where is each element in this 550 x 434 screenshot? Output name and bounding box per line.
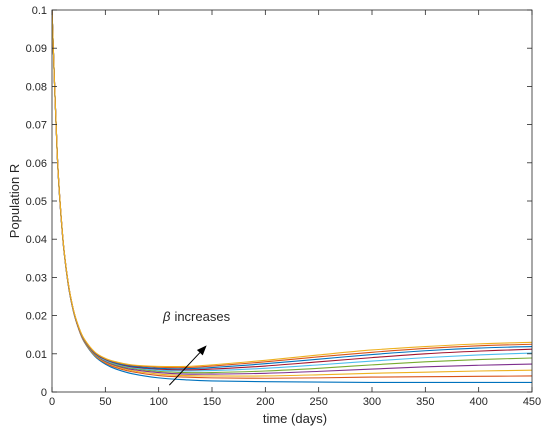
x-tick-label: 350 [416, 396, 434, 408]
x-tick-label: 450 [523, 396, 541, 408]
x-tick-label: 200 [256, 396, 274, 408]
x-axis-label: time (days) [263, 411, 327, 426]
y-tick-label: 0.03 [26, 272, 47, 284]
plot-area [52, 10, 532, 392]
series-lines [52, 10, 532, 384]
y-tick-label: 0 [41, 387, 47, 399]
tick-labels: 0 50 100 150 200 250 300 350 400 450 0 0.01 0.02 0.03… [26, 5, 542, 408]
annotation-label: β increases [162, 309, 231, 324]
x-tick-label: 250 [309, 396, 327, 408]
series-group [52, 10, 532, 384]
y-axis-label: Population R [7, 164, 22, 238]
y-tick-label: 0.08 [26, 81, 47, 93]
annotation-arrow-head [196, 345, 207, 356]
y-tick-label: 0.02 [26, 311, 47, 323]
x-tick-label: 300 [363, 396, 381, 408]
y-tick-label: 0.01 [26, 349, 47, 361]
y-tick-label: 0.1 [32, 5, 47, 17]
x-tick-label: 150 [203, 396, 221, 408]
beta-increases-annotation: β increases [162, 309, 231, 386]
x-tick-label: 50 [99, 396, 111, 408]
y-tick-label: 0.07 [26, 120, 47, 132]
x-tick-label: 400 [469, 396, 487, 408]
annotation-symbol: β [162, 309, 171, 324]
annotation-text: increases [174, 309, 230, 324]
y-tick-label: 0.09 [26, 43, 47, 55]
x-tick-label: 0 [49, 396, 55, 408]
y-tick-label: 0.06 [26, 158, 47, 170]
x-tick-label: 100 [149, 396, 167, 408]
plot-background [52, 10, 532, 392]
y-tick-label: 0.04 [26, 234, 47, 246]
annotation-arrow-shaft [168, 352, 201, 386]
y-tick-label: 0.05 [26, 196, 47, 208]
series-line-10 [52, 10, 532, 368]
